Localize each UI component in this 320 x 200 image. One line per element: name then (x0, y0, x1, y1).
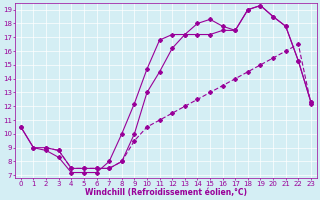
X-axis label: Windchill (Refroidissement éolien,°C): Windchill (Refroidissement éolien,°C) (85, 188, 247, 197)
